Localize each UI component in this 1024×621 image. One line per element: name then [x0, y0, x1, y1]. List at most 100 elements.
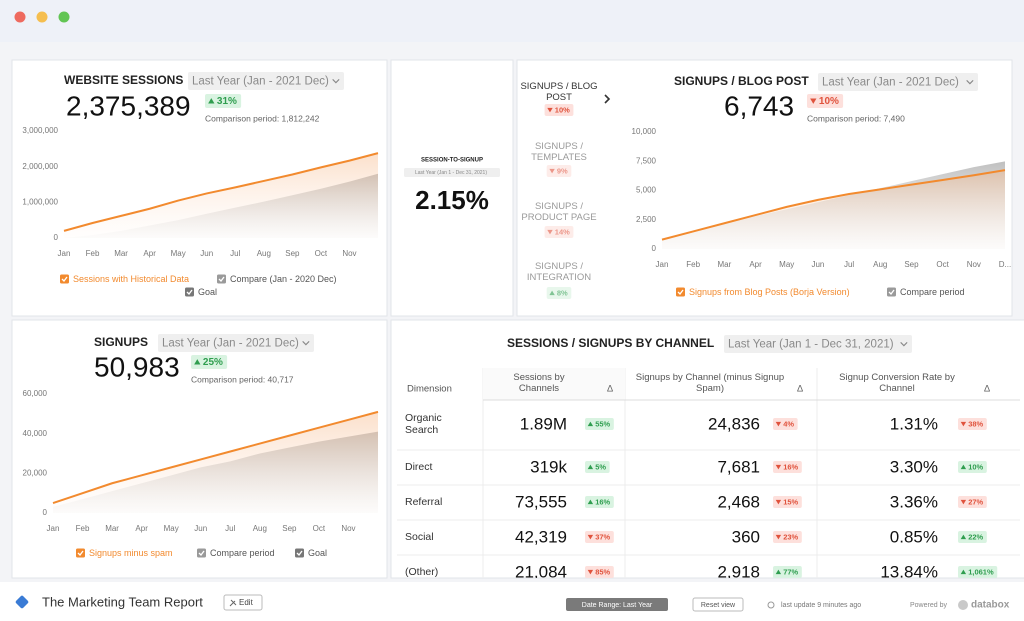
footer-bar	[0, 582, 1024, 621]
legend-label[interactable]: Signups from Blog Posts (Borja Version)	[689, 287, 850, 297]
cell-value: 3.30%	[890, 457, 938, 476]
row-dimension-box: Organic Search	[405, 412, 442, 436]
badge-text: 38%	[968, 419, 983, 428]
legend-checkbox[interactable]	[197, 548, 206, 558]
last-update: last update 9 minutes ago	[781, 602, 861, 609]
change-badge: 16%	[773, 461, 802, 473]
x-tick-label: Jun	[200, 249, 213, 258]
date-dropdown[interactable]: Last Year (Jan 1 - Dec 31, 2021)	[724, 335, 912, 353]
dropdown-label[interactable]: Last Year (Jan - 2021 Dec)	[822, 77, 959, 89]
badge-bg	[585, 531, 614, 543]
badge-bg	[546, 165, 572, 177]
dropdown-bg[interactable]	[724, 335, 912, 353]
legend-checkbox[interactable]	[185, 287, 194, 297]
badge-arrow	[960, 569, 967, 575]
legend-label[interactable]: Compare period	[900, 287, 965, 297]
badge-bg	[773, 566, 802, 578]
badge-text: 5%	[595, 462, 606, 471]
x-tick-label: Feb	[76, 524, 90, 533]
edit-icon[interactable]	[229, 599, 237, 607]
badge-arrow	[960, 534, 967, 540]
dropdown-bg[interactable]	[158, 334, 314, 352]
logo	[15, 595, 29, 609]
window-bar	[0, 0, 1024, 42]
change-badge: 10%	[807, 94, 844, 108]
legend-checkbox[interactable]	[295, 548, 304, 558]
dropdown-label[interactable]: Last Year (Jan 1 - Dec 31, 2021)	[415, 170, 487, 176]
dropdown-bg[interactable]	[404, 168, 500, 177]
column-header: Dimension	[407, 384, 452, 395]
series-fill	[53, 411, 378, 513]
badge-text: 77%	[783, 567, 798, 576]
y-tick-label: 5,000	[636, 186, 657, 195]
dropdown-label[interactable]: Last Year (Jan - 2021 Dec)	[162, 338, 299, 350]
cell-value: 73,555	[515, 492, 567, 511]
legend-checkbox[interactable]	[887, 287, 896, 297]
x-tick-label: Sep	[904, 260, 919, 269]
x-tick-label: Mar	[717, 260, 731, 269]
date-range-button[interactable]	[566, 598, 668, 611]
change-badge: 37%	[585, 531, 614, 543]
legend-checkbox[interactable]	[676, 287, 685, 297]
reset-button[interactable]	[692, 597, 744, 612]
date-dropdown[interactable]: Last Year (Jan - 2021 Dec)	[818, 73, 978, 91]
badge-arrow	[775, 569, 782, 575]
metric-tab-label-box: SIGNUPS / TEMPLATES	[531, 141, 587, 162]
x-tick-label: D...	[999, 260, 1011, 269]
metric-value: 2,375,389	[66, 90, 191, 121]
y-tick-label: 2,500	[636, 215, 657, 224]
change-badge: 5%	[585, 461, 610, 473]
date-dropdown[interactable]: Last Year (Jan - 2021 Dec)	[188, 72, 344, 90]
change-badge: 55%	[585, 418, 614, 430]
legend-label[interactable]: Compare (Jan - 2020 Dec)	[230, 274, 337, 284]
badge-arrow	[194, 359, 201, 365]
date-range-label[interactable]: Date Range: Last Year	[582, 602, 653, 609]
x-tick-label: Sep	[285, 249, 300, 258]
legend-label[interactable]: Goal	[198, 287, 217, 297]
window-close[interactable]	[14, 11, 26, 23]
dropdown-label[interactable]: Last Year (Jan 1 - Dec 31, 2021)	[728, 339, 894, 351]
window-minimize[interactable]	[36, 11, 48, 23]
column-header: Signups by Channel (minus Signup Spam)	[635, 372, 785, 394]
legend-label[interactable]: Goal	[308, 548, 327, 558]
legend-label[interactable]: Sessions with Historical Data	[73, 274, 189, 284]
badge-text: 14%	[555, 227, 570, 236]
change-badge: 85%	[585, 566, 614, 578]
series-fill	[662, 170, 1005, 249]
legend-check	[888, 289, 895, 295]
date-dropdown[interactable]: Last Year (Jan - 2021 Dec)	[158, 334, 314, 352]
row-dimension: Social	[405, 530, 434, 543]
change-badge: 77%	[773, 566, 802, 578]
badge-text: 4%	[783, 419, 794, 428]
badge-arrow	[960, 499, 967, 505]
dropdown-chevron	[966, 79, 974, 85]
column-header-box: Signup Conversion Rate by Channel	[839, 372, 955, 394]
badge-text: 27%	[968, 497, 983, 506]
badge-text: 1,061%	[968, 567, 994, 576]
dropdown-label[interactable]: Last Year (Jan - 2021 Dec)	[192, 76, 329, 88]
window-zoom[interactable]	[58, 11, 70, 23]
legend-checkbox[interactable]	[60, 274, 69, 284]
badge-bg	[585, 496, 614, 508]
legend-checkbox[interactable]	[217, 274, 226, 284]
legend-check	[677, 289, 684, 295]
dropdown-chevron	[332, 78, 340, 84]
x-tick-label: Jul	[230, 249, 240, 258]
dropdown-bg[interactable]	[188, 72, 344, 90]
legend-label[interactable]: Compare period	[210, 548, 275, 558]
x-tick-label: Apr	[749, 260, 762, 269]
reset-label[interactable]: Reset view	[701, 602, 736, 609]
x-tick-label: Sep	[282, 524, 297, 533]
edit-label[interactable]: Edit	[239, 598, 254, 607]
change-badge: 10%	[544, 104, 574, 116]
legend-label[interactable]: Signups minus spam	[89, 548, 173, 558]
y-tick-label: 20,000	[23, 468, 48, 477]
x-tick-label: Jan	[656, 260, 669, 269]
badge-text: 23%	[783, 532, 798, 541]
edit-button[interactable]	[223, 594, 263, 611]
legend-checkbox[interactable]	[76, 548, 85, 558]
x-tick-label: Mar	[114, 249, 128, 258]
row-dimension: Direct	[405, 460, 433, 473]
badge-text: 37%	[595, 532, 610, 541]
dropdown-bg[interactable]	[818, 73, 978, 91]
